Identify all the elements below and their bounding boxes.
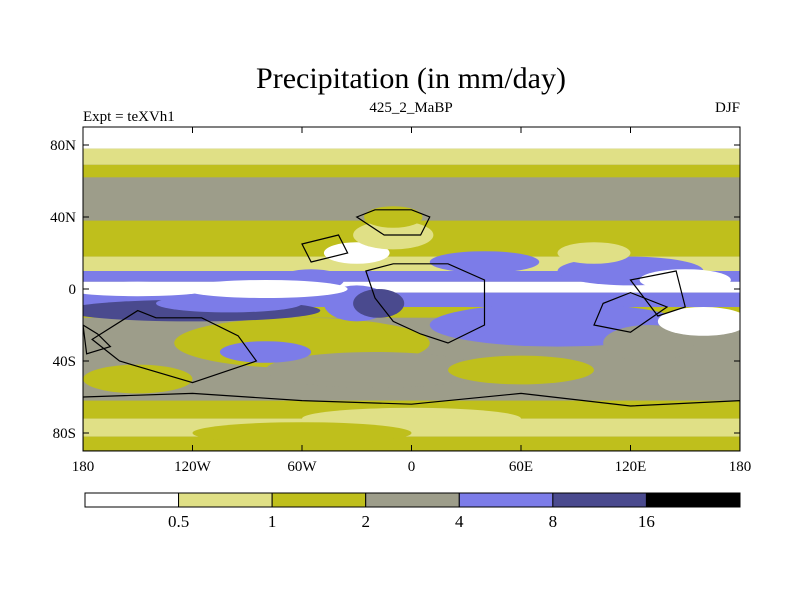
pacific-wet-east xyxy=(156,294,302,313)
legend-swatch-2 xyxy=(271,492,367,508)
x-tick-label-1: 120W xyxy=(174,459,212,475)
legend-swatch-6 xyxy=(645,492,741,508)
landmass-outline-7 xyxy=(301,234,349,263)
equatorial-dry-west xyxy=(83,281,211,297)
legend-label-5: 16 xyxy=(638,512,655,531)
y-tick-label-4: 80S xyxy=(53,426,76,442)
sw-pacific-dry xyxy=(657,307,740,336)
y-tick-label-0: 80N xyxy=(50,138,76,154)
sh-midlat-zone xyxy=(265,352,485,388)
y-tick-label-2: 0 xyxy=(69,282,77,298)
precip-band-7 xyxy=(83,281,740,293)
landmass-outline-0 xyxy=(355,209,431,236)
antarctic-edge xyxy=(192,422,412,444)
legend-swatch-3 xyxy=(365,492,460,508)
x-tick-label-2: 60W xyxy=(287,459,317,475)
experiment-label: Expt = teXVh1 xyxy=(83,109,175,125)
sh-indian-zone xyxy=(448,355,594,385)
landmass-outline-4 xyxy=(83,392,740,451)
chart-title: Precipitation (in mm/day) xyxy=(256,62,566,95)
precip-band-1 xyxy=(83,148,740,165)
legend-label-3: 4 xyxy=(455,512,464,531)
legend-label-1: 1 xyxy=(268,512,277,531)
legend-swatch-1 xyxy=(178,492,273,508)
precip-band-0 xyxy=(83,127,740,149)
n-indian-wet xyxy=(429,251,540,273)
y-tick-label-3: 40S xyxy=(53,354,76,370)
y-tick-label-1: 40N xyxy=(50,210,76,226)
precip-band-2 xyxy=(83,164,740,178)
color-legend: 0.5 1 2 4 8 16 xyxy=(84,492,741,531)
asia-monsoon xyxy=(557,242,631,264)
sahara-dry xyxy=(323,242,390,264)
mediterranean-zone xyxy=(364,206,423,228)
legend-swatch-5 xyxy=(552,492,647,508)
australia-zone xyxy=(603,325,695,361)
x-tick-label-0: 180 xyxy=(72,459,95,475)
sh-pacific-zone xyxy=(83,364,193,394)
x-tick-label-3: 0 xyxy=(408,459,416,475)
equatorial-dry-east xyxy=(183,280,348,298)
land-outline xyxy=(83,209,740,451)
legend-swatch-4 xyxy=(458,492,554,508)
precip-band-9 xyxy=(83,307,740,318)
legend-swatch-0 xyxy=(84,492,180,508)
precipitation-field xyxy=(83,127,740,451)
landmass-outline-3 xyxy=(83,324,112,355)
landmass-outline-1 xyxy=(365,263,486,344)
landmass-outline-5 xyxy=(593,291,669,333)
x-tick-label-6: 180 xyxy=(729,459,752,475)
x-axis: 180 120W 60W 0 60E 120E 180 xyxy=(72,127,752,475)
season-label: DJF xyxy=(715,100,740,116)
y-axis: 80N 40N 0 40S 80S xyxy=(50,138,740,442)
x-tick-label-5: 120E xyxy=(615,459,647,475)
landmass-outline-6 xyxy=(629,270,686,317)
period-label: 425_2_MaBP xyxy=(369,100,452,116)
precip-band-6 xyxy=(83,271,740,282)
w-pacific-dry xyxy=(639,269,731,291)
legend-label-2: 2 xyxy=(361,512,370,531)
legend-label-0: 0.5 xyxy=(168,512,189,531)
x-tick-label-4: 60E xyxy=(509,459,533,475)
landmass-outline-2 xyxy=(91,309,258,384)
legend-label-4: 8 xyxy=(549,512,558,531)
sh-atlantic-wet xyxy=(219,341,312,363)
